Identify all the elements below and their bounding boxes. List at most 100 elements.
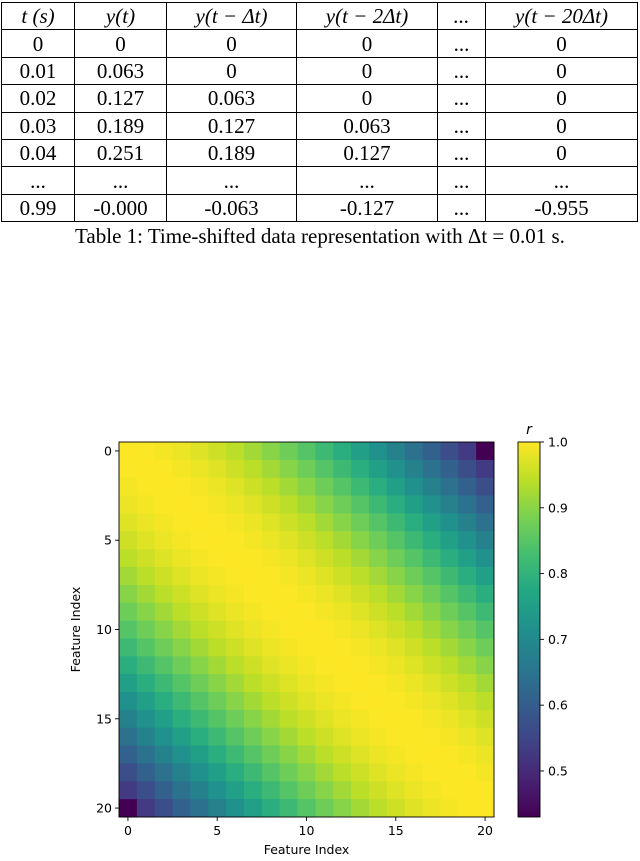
heatmap-cell (315, 513, 334, 532)
heatmap-cell (119, 674, 138, 693)
heatmap-cell (226, 727, 245, 746)
x-tick-label: 5 (213, 823, 221, 838)
heatmap-cell (261, 799, 281, 818)
heatmap-cell (440, 442, 459, 461)
heatmap-cell (172, 620, 191, 639)
table-cell: 0 (296, 29, 438, 58)
heatmap-cell (244, 692, 263, 711)
heatmap-cell (119, 459, 138, 479)
heatmap-cell (458, 638, 477, 657)
heatmap-cell (208, 727, 227, 746)
heatmap-cell (297, 513, 316, 532)
colorbar-tick-label: 0.5 (548, 763, 568, 778)
heatmap-cell (458, 727, 477, 746)
heatmap-cell (119, 513, 138, 532)
heatmap-cell (369, 584, 388, 604)
colorbar-tick-label: 0.8 (548, 566, 568, 581)
heatmap-cell (208, 763, 227, 782)
heatmap-cell (351, 459, 370, 479)
heatmap-cell (440, 584, 459, 604)
heatmap-cell (136, 638, 156, 657)
heatmap-cell (190, 602, 209, 621)
heatmap-cell (190, 620, 209, 639)
heatmap-cell (226, 781, 245, 800)
heatmap-cell (297, 692, 316, 711)
correlation-heatmap: 0 5 10 15 20 0 5 10 15 20 Feature Index Feature Ind… (68, 422, 568, 857)
heatmap-cell (386, 602, 406, 621)
heatmap-cell (154, 709, 173, 729)
heatmap-cell (440, 674, 459, 693)
table-caption: Table 1: Time-shifted data representatio… (75, 224, 565, 248)
heatmap-cell (119, 549, 138, 568)
heatmap-cell (422, 781, 441, 800)
heatmap-cell (297, 656, 316, 675)
heatmap-cell (404, 799, 423, 818)
heatmap-cell (351, 513, 370, 532)
heatmap-cell (261, 442, 281, 461)
heatmap-cell (154, 602, 173, 621)
heatmap-cell (351, 531, 370, 550)
heatmap-cell (172, 602, 191, 621)
heatmap-cell (136, 495, 156, 514)
heatmap-cell (136, 584, 156, 604)
heatmap-cell (315, 602, 334, 621)
heatmap-cell (244, 745, 263, 764)
heatmap-cell (440, 692, 459, 711)
heatmap-cell (476, 584, 495, 604)
heatmap-cell (261, 674, 281, 693)
heatmap-cell (190, 495, 209, 514)
heatmap-cell (119, 531, 138, 550)
table-row: 0 0 0 0 ... 0 (1, 29, 638, 58)
heatmap-cell (369, 745, 388, 764)
heatmap-cell (244, 567, 263, 586)
heatmap-cell (261, 638, 281, 657)
heatmap-cell (190, 477, 209, 496)
heatmap-cell (404, 459, 423, 479)
heatmap-cell (297, 674, 316, 693)
y-tick-label: 5 (104, 533, 112, 548)
heatmap-cell (279, 549, 298, 568)
y-tick-label: 15 (96, 711, 112, 726)
heatmap-cell (440, 531, 459, 550)
heatmap-cell (190, 549, 209, 568)
heatmap-cell (440, 602, 459, 621)
heatmap-cell (190, 584, 209, 604)
heatmap-cell (172, 745, 191, 764)
header-cell: ... (437, 1, 486, 31)
heatmap-cell (154, 763, 173, 782)
heatmap-cell (244, 549, 263, 568)
heatmap-cell (458, 549, 477, 568)
heatmap-cell (404, 727, 423, 746)
table-row: 0.04 0.251 0.189 0.127 ... 0 (1, 138, 638, 168)
colorbar-gradient (517, 441, 541, 818)
x-tick-label: 15 (388, 823, 404, 838)
heatmap-cell (261, 549, 281, 568)
heatmap-cell (208, 567, 227, 586)
heatmap-cell (476, 549, 495, 568)
table-cell: 0.063 (74, 56, 167, 86)
heatmap-cell (476, 495, 495, 514)
table-cell: 0 (74, 29, 167, 58)
heatmap-cell (315, 531, 334, 550)
heatmap-cell (404, 709, 423, 729)
heatmap-cell (386, 674, 406, 693)
heatmap-cell (244, 674, 263, 693)
heatmap-cell (297, 781, 316, 800)
heatmap-cell (315, 459, 334, 479)
heatmap-cell (279, 745, 298, 764)
heatmap-cell (458, 656, 477, 675)
heatmap-cell (351, 477, 370, 496)
header-cell: y(t − 20Δt) (485, 1, 638, 31)
heatmap-cell (226, 638, 245, 657)
heatmap-cell (279, 513, 298, 532)
heatmap-cell (440, 709, 459, 729)
heatmap-cell (351, 745, 370, 764)
heatmap-cell (369, 620, 388, 639)
heatmap-cell (440, 495, 459, 514)
heatmap-cell (244, 584, 263, 604)
heatmap-cell (226, 495, 245, 514)
heatmap-cell (333, 781, 352, 800)
table-row: 0.03 0.189 0.127 0.063 ... 0 (1, 111, 638, 140)
heatmap-cell (476, 477, 495, 496)
heatmap-cell (386, 781, 406, 800)
